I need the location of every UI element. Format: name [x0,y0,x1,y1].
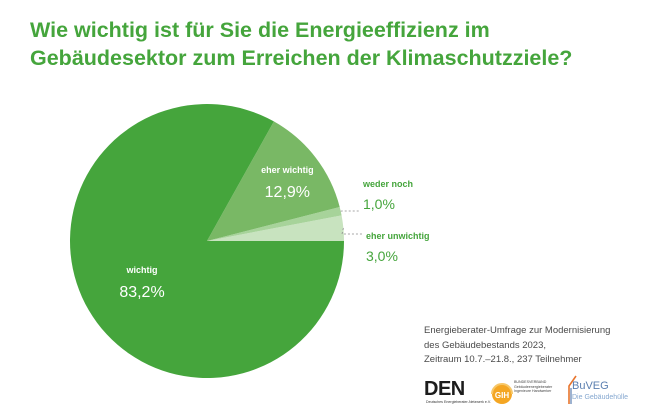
weder-noch-slice [207,206,342,241]
eher-unwichtig-leader-line [341,228,362,235]
source-note: Energieberater-Umfrage zur Modernisierun… [424,324,644,368]
den-logo-mark: DEN [424,378,465,400]
chart-title-line-1: Wie wichtig ist für Sie die Energieeffiz… [30,18,490,42]
eher-unwichtig-value-label: 3,0% [366,248,398,264]
wichtig-label: wichtig 83,2% [119,265,164,301]
pie-slices [69,104,344,378]
buveg-logo-name: BuVEG [572,380,609,392]
den-logo-subtitle: Deutsches Energieberater-Netzwerk e.V. [426,400,491,404]
gih-logo-subtitle: BUNDESVERBAND Gebäudeenergieberater Inge… [514,380,553,393]
source-line-2: des Gebäudebestands 2023, [424,339,547,351]
source-line-3: Zeitraum 10.7.–21.8., 237 Teilnehmer [424,354,582,365]
leader-lines [340,210,362,235]
eher-wichtig-category-label: eher wichtig [261,165,314,175]
gih-logo: GIH BUNDESVERBAND Gebäudeenergieberater … [490,374,566,408]
eher-wichtig-value-label: 12,9% [265,184,310,201]
slice-labels: wichtig 83,2% eher wichtig 12,9% weder noch 1… [119,165,429,301]
weder-noch-label: weder noch 1,0% [362,179,413,212]
eher-wichtig-label: eher wichtig 12,9% [261,165,314,201]
gih-sun-icon: GIH [491,383,513,404]
wichtig-value-label: 83,2% [119,284,164,301]
den-logo: DEN Deutsches Energieberater-Netzwerk e.… [424,374,494,408]
source-line-1: Energieberater-Umfrage zur Modernisierun… [424,325,611,336]
gih-logo-mark: GIH [495,391,509,400]
chart-title: Wie wichtig ist für Sie die Energieeffiz… [30,16,630,72]
buveg-logo-subtitle: Die Gebäudehülle [572,394,629,401]
partner-logos: DEN Deutsches Energieberater-Netzwerk e.… [424,374,644,408]
weder-noch-category-label: weder noch [362,179,413,189]
weder-noch-value-label: 1,0% [363,196,395,212]
buveg-house-icon [568,375,577,404]
eher-unwichtig-category-label: eher unwichtig [366,231,430,241]
eher-unwichtig-slice [207,215,344,241]
eher-unwichtig-label: eher unwichtig 3,0% [366,231,430,264]
wichtig-category-label: wichtig [126,265,158,275]
wichtig-slice [69,104,344,378]
eher-wichtig-slice [207,121,340,241]
chart-title-line-2: Gebäudesektor zum Erreichen der Klimasch… [30,46,573,70]
